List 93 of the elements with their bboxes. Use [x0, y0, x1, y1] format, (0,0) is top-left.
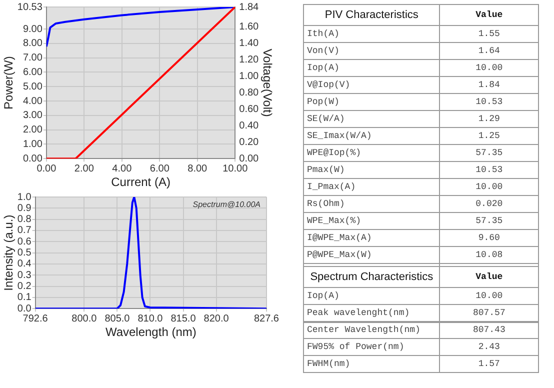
- category-label: WPE@Iop(%): [304, 144, 440, 162]
- x-tick-label: 10.00: [222, 163, 248, 174]
- text: 10.00: [476, 182, 503, 192]
- y2-tick-label: 0.00: [239, 153, 260, 164]
- text: 10.53: [476, 165, 503, 175]
- category-label: FWHM(nm): [304, 356, 440, 372]
- category-label: Peak wavelenght(nm): [304, 304, 440, 322]
- category-label: Pop(W): [304, 94, 440, 110]
- y-tick-label: 0.00: [22, 153, 43, 164]
- y2-tick-label: 0.20: [239, 136, 260, 148]
- x-tick-label: 2.00: [74, 163, 94, 174]
- text: PIV Characteristics: [304, 4, 440, 26]
- x-tick-label: 8.00: [188, 163, 208, 174]
- text: 1.84: [478, 80, 500, 90]
- text: 10.53: [476, 97, 503, 107]
- text: 0.020: [476, 199, 503, 209]
- y-tick-label: 0.7: [17, 225, 32, 236]
- text: 1.57: [478, 359, 500, 369]
- text: 2.43: [478, 342, 500, 352]
- y2-tick-label: 1.40: [239, 38, 260, 49]
- text: Value: [440, 266, 538, 288]
- y-tick-label: 0.1: [17, 292, 32, 304]
- annotation: Spectrum@10.00A: [192, 200, 260, 210]
- x-tick-label: 4.00: [112, 163, 132, 174]
- category-label: WPE_Max(%): [304, 212, 440, 230]
- text: 9.60: [478, 233, 500, 243]
- x-tick-label: 792.6: [22, 313, 48, 324]
- x-axis-title: Current (A): [111, 175, 170, 190]
- y2-axis-title: Voltage(Volt): [260, 48, 274, 117]
- y-tick-label: 3.00: [22, 110, 43, 122]
- text: 57.35: [476, 216, 503, 226]
- y-tick-label: 0.2: [17, 281, 32, 292]
- text: 1.29: [478, 114, 500, 124]
- text: 10.00: [476, 63, 503, 73]
- y-tick-label: 0.6: [17, 236, 32, 248]
- y2-tick-label: 1.60: [239, 22, 260, 33]
- y-tick-label: 7.00: [22, 52, 43, 64]
- category-label: Ith(A): [304, 26, 440, 42]
- y-tick-label: 0.0: [17, 303, 32, 314]
- y2-tick-label: 1.84: [239, 2, 260, 13]
- category-label: I@WPE_Max(A): [304, 230, 440, 246]
- y-tick-label: 1.0: [17, 192, 32, 203]
- y-tick-label: 0.5: [17, 248, 32, 259]
- x-tick-label: 805.0: [104, 313, 130, 324]
- category-label: P@WPE_Max(W): [304, 246, 440, 264]
- y-tick-label: 0.9: [17, 202, 32, 214]
- category-label: Pmax(W): [304, 162, 440, 178]
- x-tick-label: 6.00: [150, 163, 170, 174]
- y-tick-label: 4.00: [22, 96, 43, 107]
- text: Value: [440, 4, 538, 26]
- x-tick-label: 827.6: [254, 313, 280, 324]
- y-tick-label: 0.8: [17, 214, 32, 226]
- y-tick-label: 2.00: [22, 124, 43, 136]
- y-tick-label: 0.4: [17, 258, 32, 270]
- text: 1.55: [478, 29, 500, 39]
- text: 1.64: [478, 46, 500, 56]
- y-tick-label: 9.00: [22, 24, 43, 35]
- text: 807.43: [472, 325, 506, 335]
- x-tick-label: 810.0: [138, 313, 164, 324]
- text: 10.08: [476, 250, 503, 260]
- y2-tick-label: 0.60: [239, 104, 260, 115]
- text: Spectrum Characteristics: [304, 266, 440, 288]
- category-label: SE(W/A): [304, 110, 440, 128]
- x-tick-label: 800.0: [72, 313, 98, 324]
- x-tick-label: 815.0: [170, 313, 196, 324]
- y2-tick-label: 1.20: [239, 54, 260, 66]
- category-label: Center Wavelength(nm): [304, 322, 440, 338]
- x-axis-title: Wavelength (nm): [105, 325, 196, 340]
- y-tick-label: 5.00: [22, 81, 43, 92]
- category-label: Von(V): [304, 42, 440, 60]
- y-axis-title: Power(W): [2, 56, 16, 110]
- x-tick-label: 0.00: [36, 163, 57, 174]
- y-tick-label: 8.00: [22, 38, 43, 50]
- y-tick-label: 6.00: [22, 66, 43, 78]
- text: 1.25: [478, 131, 500, 141]
- category-label: V@Iop(V): [304, 76, 440, 94]
- y-tick-label: 1.00: [22, 138, 43, 150]
- category-label: FW95% of Power(nm): [304, 338, 440, 356]
- text: 10.00: [476, 291, 503, 301]
- category-label: Iop(A): [304, 288, 440, 304]
- x-tick-label: 820.0: [204, 313, 230, 324]
- text: 807.57: [472, 308, 506, 318]
- y2-tick-label: 0.40: [239, 120, 260, 132]
- y2-tick-label: 0.80: [239, 87, 260, 98]
- y2-tick-label: 1.00: [239, 70, 260, 82]
- y-axis-title: Intensity (a.u.): [2, 214, 16, 291]
- category-label: Rs(Ohm): [304, 196, 440, 212]
- y-tick-label: 10.53: [17, 2, 43, 13]
- category-label: I_Pmax(A): [304, 178, 440, 196]
- y-tick-label: 0.3: [17, 270, 32, 281]
- text: 57.35: [476, 148, 503, 158]
- category-label: SE_Imax(W/A): [304, 128, 440, 144]
- category-label: Iop(A): [304, 60, 440, 76]
